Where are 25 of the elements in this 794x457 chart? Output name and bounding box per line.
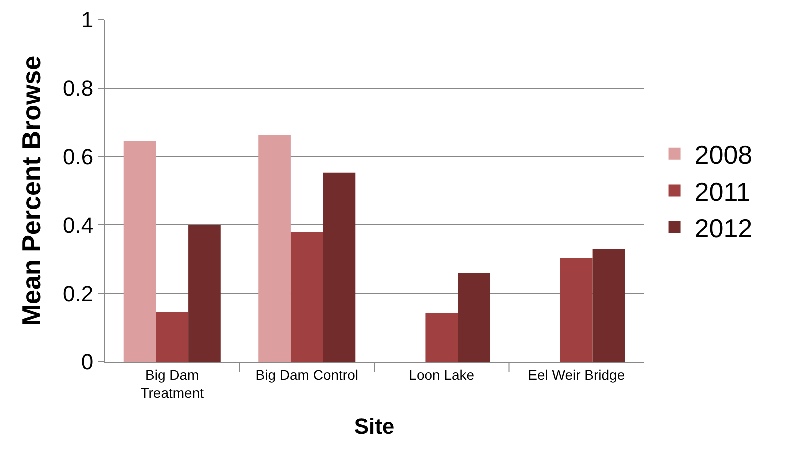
legend-label: 2011 <box>694 176 751 207</box>
y-tick-label: 0 <box>81 350 94 375</box>
x-tick-label: Loon Lake <box>409 366 475 383</box>
y-axis-title: Mean Percent Browse <box>16 56 46 326</box>
bar <box>290 232 324 362</box>
bar <box>258 135 291 362</box>
bar <box>592 249 626 362</box>
legend-label: 2012 <box>694 214 753 244</box>
legend-label: 2008 <box>694 140 753 170</box>
y-tick-label: 1 <box>81 8 94 33</box>
bar <box>188 225 221 362</box>
x-tick-label: Eel Weir Bridge <box>528 366 626 383</box>
bar <box>458 273 490 362</box>
bar <box>323 172 356 362</box>
x-tick-label: Big Dam Control <box>256 366 358 383</box>
bar <box>426 313 458 362</box>
bar <box>560 258 593 362</box>
bar <box>156 312 189 362</box>
y-tick-label: 0.4 <box>63 212 94 238</box>
y-tick-label: 0.6 <box>63 144 94 170</box>
x-axis-title: Site <box>354 414 395 439</box>
bar <box>124 141 156 362</box>
y-tick-label: 0.8 <box>63 76 94 102</box>
y-tick-label: 0.2 <box>63 281 94 306</box>
x-tick-label: Big Dam Treatment <box>140 366 204 401</box>
